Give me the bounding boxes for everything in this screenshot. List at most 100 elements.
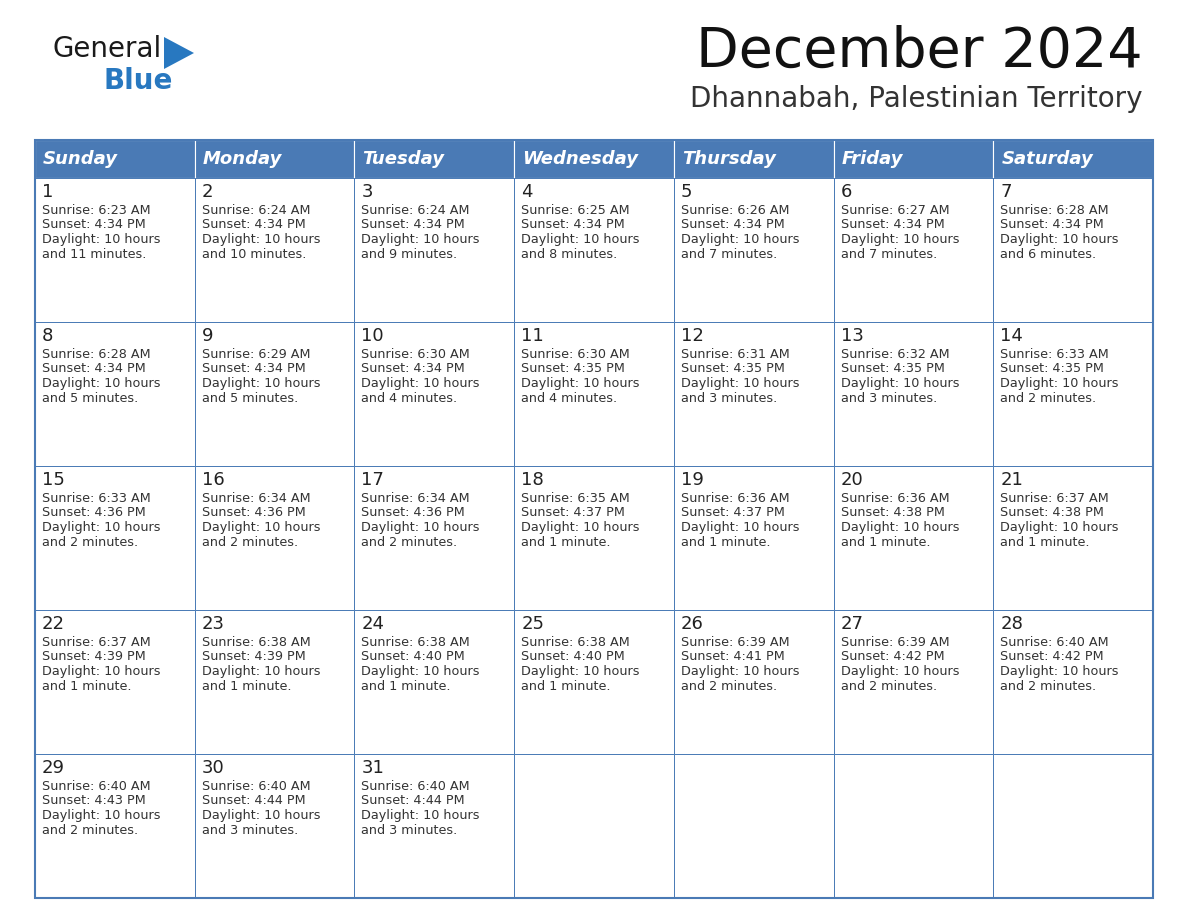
Text: Sunset: 4:34 PM: Sunset: 4:34 PM (522, 218, 625, 231)
Text: Sunset: 4:34 PM: Sunset: 4:34 PM (202, 363, 305, 375)
Text: Daylight: 10 hours: Daylight: 10 hours (42, 665, 160, 678)
Text: Sunset: 4:34 PM: Sunset: 4:34 PM (42, 363, 146, 375)
Text: Daylight: 10 hours: Daylight: 10 hours (1000, 233, 1119, 246)
Bar (674, 140, 834, 178)
Bar (674, 754, 834, 898)
Text: Daylight: 10 hours: Daylight: 10 hours (361, 233, 480, 246)
Text: Sunrise: 6:36 AM: Sunrise: 6:36 AM (841, 492, 949, 505)
Text: Daylight: 10 hours: Daylight: 10 hours (681, 521, 800, 534)
Text: Sunrise: 6:30 AM: Sunrise: 6:30 AM (522, 348, 630, 361)
Bar (834, 140, 993, 178)
Text: and 2 minutes.: and 2 minutes. (681, 679, 777, 692)
Text: Daylight: 10 hours: Daylight: 10 hours (522, 233, 639, 246)
Text: and 7 minutes.: and 7 minutes. (841, 248, 937, 261)
Bar (514, 322, 674, 466)
Text: Sunset: 4:38 PM: Sunset: 4:38 PM (841, 507, 944, 520)
Bar (514, 610, 674, 754)
Text: General: General (52, 35, 162, 63)
Text: and 3 minutes.: and 3 minutes. (681, 391, 777, 405)
Text: and 10 minutes.: and 10 minutes. (202, 248, 307, 261)
Bar (674, 466, 834, 610)
Text: 16: 16 (202, 471, 225, 489)
Text: Sunset: 4:44 PM: Sunset: 4:44 PM (202, 794, 305, 808)
Text: 21: 21 (1000, 471, 1023, 489)
Text: Sunrise: 6:37 AM: Sunrise: 6:37 AM (42, 636, 151, 649)
Text: Sunrise: 6:36 AM: Sunrise: 6:36 AM (681, 492, 790, 505)
Text: Sunset: 4:35 PM: Sunset: 4:35 PM (1000, 363, 1104, 375)
Text: and 3 minutes.: and 3 minutes. (841, 391, 937, 405)
Text: Daylight: 10 hours: Daylight: 10 hours (42, 377, 160, 390)
Text: and 2 minutes.: and 2 minutes. (1000, 391, 1097, 405)
Text: and 1 minute.: and 1 minute. (42, 679, 132, 692)
Text: Sunrise: 6:40 AM: Sunrise: 6:40 AM (42, 780, 151, 793)
Text: 2: 2 (202, 183, 213, 201)
Text: Daylight: 10 hours: Daylight: 10 hours (361, 809, 480, 822)
Text: Sunrise: 6:34 AM: Sunrise: 6:34 AM (202, 492, 310, 505)
Bar (834, 610, 993, 754)
Text: and 2 minutes.: and 2 minutes. (202, 535, 298, 548)
Text: 26: 26 (681, 615, 703, 633)
Text: Sunset: 4:34 PM: Sunset: 4:34 PM (42, 218, 146, 231)
Text: Sunrise: 6:23 AM: Sunrise: 6:23 AM (42, 204, 151, 217)
Text: Sunrise: 6:26 AM: Sunrise: 6:26 AM (681, 204, 789, 217)
Bar (195, 466, 354, 610)
Text: Sunset: 4:34 PM: Sunset: 4:34 PM (841, 218, 944, 231)
Text: 22: 22 (42, 615, 65, 633)
Text: Sunset: 4:36 PM: Sunset: 4:36 PM (202, 507, 305, 520)
Text: Sunrise: 6:33 AM: Sunrise: 6:33 AM (42, 492, 151, 505)
Text: Sunrise: 6:40 AM: Sunrise: 6:40 AM (202, 780, 310, 793)
Text: Wednesday: Wednesday (523, 150, 638, 168)
Text: Sunday: Sunday (43, 150, 118, 168)
Text: Sunrise: 6:24 AM: Sunrise: 6:24 AM (361, 204, 470, 217)
Text: Sunrise: 6:38 AM: Sunrise: 6:38 AM (202, 636, 310, 649)
Text: Sunrise: 6:39 AM: Sunrise: 6:39 AM (681, 636, 790, 649)
Text: Sunrise: 6:24 AM: Sunrise: 6:24 AM (202, 204, 310, 217)
Text: Daylight: 10 hours: Daylight: 10 hours (681, 377, 800, 390)
Text: Saturday: Saturday (1001, 150, 1093, 168)
Bar (514, 178, 674, 322)
Text: Sunrise: 6:28 AM: Sunrise: 6:28 AM (1000, 204, 1108, 217)
Text: 31: 31 (361, 759, 384, 777)
Text: Daylight: 10 hours: Daylight: 10 hours (202, 377, 321, 390)
Text: Sunset: 4:37 PM: Sunset: 4:37 PM (522, 507, 625, 520)
Text: Sunset: 4:36 PM: Sunset: 4:36 PM (361, 507, 466, 520)
Text: 18: 18 (522, 471, 544, 489)
Bar (354, 178, 514, 322)
Bar (354, 322, 514, 466)
Text: 12: 12 (681, 327, 703, 345)
Bar (993, 754, 1154, 898)
Text: Dhannabah, Palestinian Territory: Dhannabah, Palestinian Territory (690, 85, 1143, 113)
Bar (993, 610, 1154, 754)
Bar (195, 140, 354, 178)
Text: 8: 8 (42, 327, 53, 345)
Text: and 2 minutes.: and 2 minutes. (42, 535, 138, 548)
Bar (34, 754, 195, 898)
Bar (674, 178, 834, 322)
Text: Sunset: 4:35 PM: Sunset: 4:35 PM (522, 363, 625, 375)
Text: Sunset: 4:43 PM: Sunset: 4:43 PM (42, 794, 146, 808)
Text: Sunrise: 6:31 AM: Sunrise: 6:31 AM (681, 348, 790, 361)
Text: Daylight: 10 hours: Daylight: 10 hours (1000, 521, 1119, 534)
Bar (34, 322, 195, 466)
Text: Sunrise: 6:40 AM: Sunrise: 6:40 AM (1000, 636, 1108, 649)
Text: 19: 19 (681, 471, 703, 489)
Text: and 4 minutes.: and 4 minutes. (522, 391, 618, 405)
Text: and 2 minutes.: and 2 minutes. (361, 535, 457, 548)
Text: and 11 minutes.: and 11 minutes. (42, 248, 146, 261)
Text: Sunset: 4:39 PM: Sunset: 4:39 PM (202, 651, 305, 664)
Bar (195, 322, 354, 466)
Text: 10: 10 (361, 327, 384, 345)
Text: Monday: Monday (203, 150, 282, 168)
Text: Sunset: 4:34 PM: Sunset: 4:34 PM (361, 218, 466, 231)
Text: Sunset: 4:42 PM: Sunset: 4:42 PM (1000, 651, 1104, 664)
Text: Sunset: 4:34 PM: Sunset: 4:34 PM (681, 218, 784, 231)
Text: Daylight: 10 hours: Daylight: 10 hours (202, 521, 321, 534)
Text: and 1 minute.: and 1 minute. (681, 535, 770, 548)
Bar (34, 178, 195, 322)
Text: Sunrise: 6:34 AM: Sunrise: 6:34 AM (361, 492, 470, 505)
Text: Blue: Blue (105, 67, 173, 95)
Bar (195, 754, 354, 898)
Text: 30: 30 (202, 759, 225, 777)
Text: and 2 minutes.: and 2 minutes. (841, 679, 936, 692)
Text: Daylight: 10 hours: Daylight: 10 hours (522, 521, 639, 534)
